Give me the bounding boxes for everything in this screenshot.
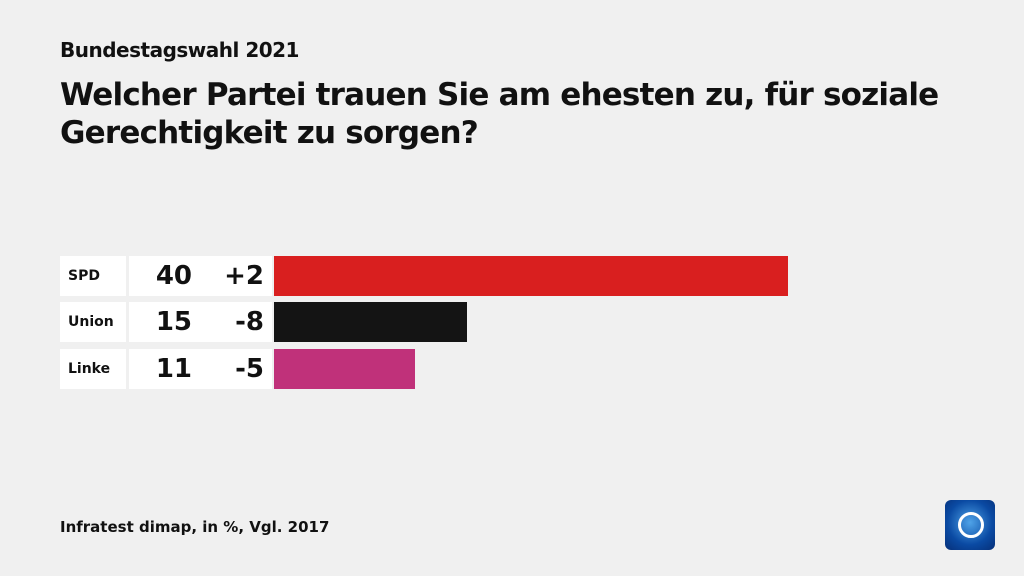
bar bbox=[274, 256, 788, 296]
category-label: Union bbox=[60, 302, 126, 342]
source-note: Infratest dimap, in %, Vgl. 2017 bbox=[60, 518, 330, 536]
bar bbox=[274, 302, 467, 342]
change-label: -5 bbox=[235, 354, 264, 384]
value-cell: 40 +2 bbox=[129, 256, 272, 296]
value-label: 11 bbox=[155, 354, 192, 384]
value-label: 40 bbox=[155, 261, 192, 291]
value-cell: 15 -8 bbox=[129, 302, 272, 342]
chart-title: Welcher Partei trauen Sie am ehesten zu,… bbox=[60, 77, 939, 151]
change-label: -8 bbox=[235, 307, 264, 337]
supertitle: Bundestagswahl 2021 bbox=[60, 38, 299, 62]
category-label: SPD bbox=[60, 256, 126, 296]
value-cell: 11 -5 bbox=[129, 349, 272, 389]
bar bbox=[274, 349, 416, 389]
value-label: 15 bbox=[155, 307, 192, 337]
category-label: Linke bbox=[60, 349, 126, 389]
tagesschau-logo-icon bbox=[945, 500, 995, 550]
change-label: +2 bbox=[224, 261, 264, 291]
